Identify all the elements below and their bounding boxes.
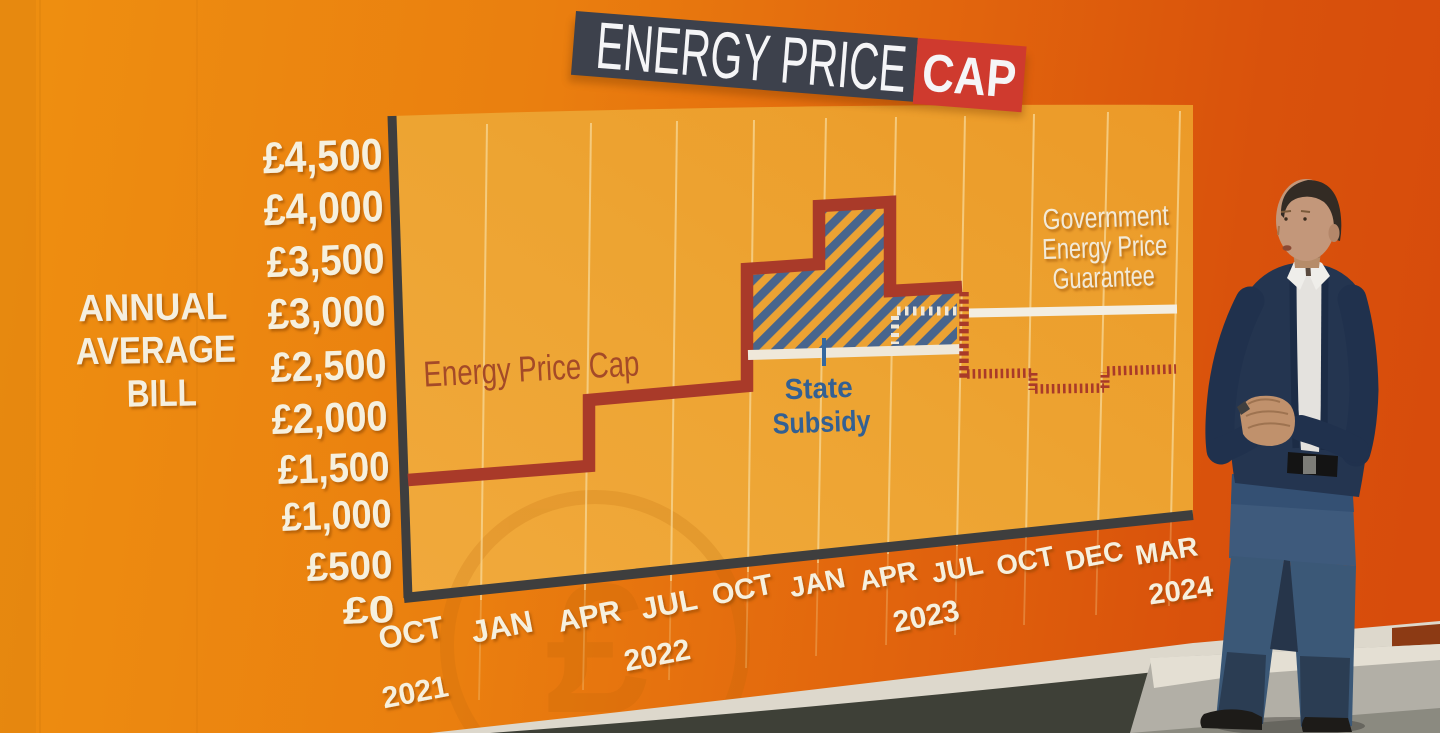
svg-text:£3,000: £3,000	[267, 287, 387, 339]
svg-text:£1,000: £1,000	[281, 492, 392, 540]
svg-text:£2,000: £2,000	[271, 392, 389, 443]
svg-text:AVERAGE: AVERAGE	[75, 329, 236, 374]
svg-text:£3,500: £3,500	[266, 235, 386, 287]
svg-text:£2,500: £2,500	[270, 340, 388, 391]
svg-text:£4,000: £4,000	[263, 182, 385, 235]
svg-text:ANNUAL: ANNUAL	[78, 286, 228, 331]
svg-text:State: State	[784, 372, 853, 406]
svg-text:Subsidy: Subsidy	[772, 405, 871, 440]
svg-text:CAP: CAP	[920, 43, 1018, 109]
svg-text:BILL: BILL	[126, 372, 197, 415]
svg-text:£0: £0	[342, 589, 395, 633]
svg-text:£1,500: £1,500	[277, 443, 391, 493]
svg-text:£4,500: £4,500	[262, 130, 384, 183]
svg-text:Guarantee: Guarantee	[1052, 260, 1155, 296]
svg-text:Government: Government	[1042, 200, 1169, 236]
svg-text:Energy Price: Energy Price	[1042, 230, 1168, 266]
svg-text:£500: £500	[306, 543, 393, 590]
